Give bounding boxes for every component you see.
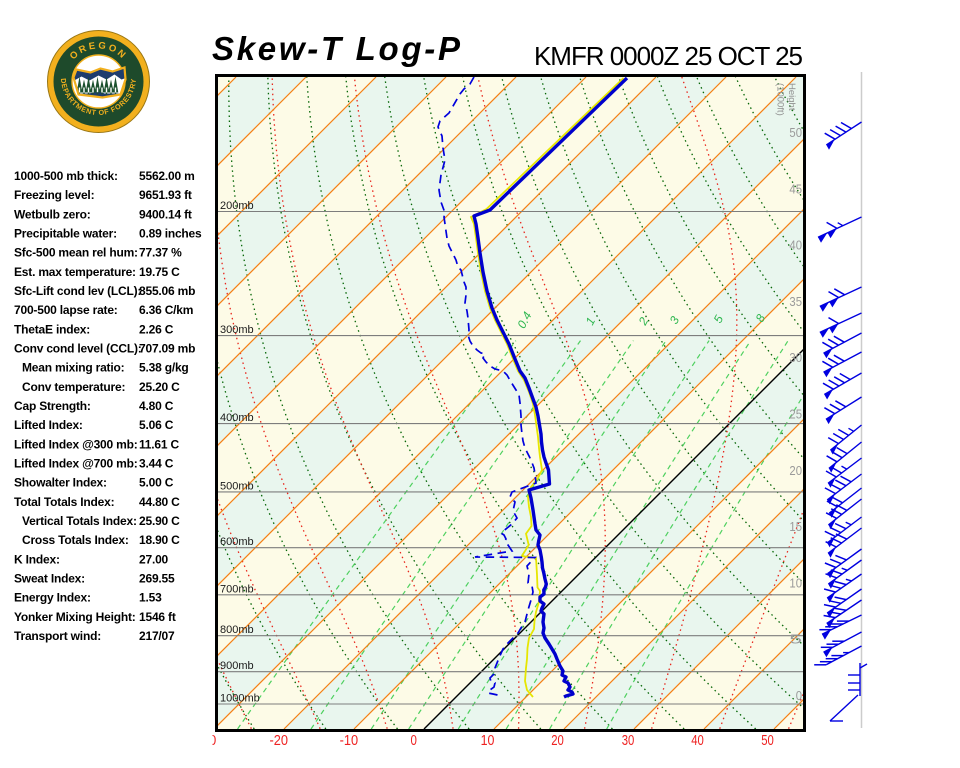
svg-text:Est. max temperature:: Est. max temperature: [14, 265, 136, 279]
svg-text:217/07: 217/07 [139, 629, 175, 643]
svg-text:300mb: 300mb [220, 324, 254, 336]
svg-text:Yonker Mixing Height:: Yonker Mixing Height: [14, 610, 136, 624]
svg-text:Skew-T Log-P: Skew-T Log-P [212, 30, 461, 67]
svg-text:25.90 C: 25.90 C [139, 514, 180, 528]
svg-text:11.61 C: 11.61 C [139, 437, 180, 451]
svg-text:10: 10 [789, 575, 802, 590]
svg-text:500mb: 500mb [220, 480, 254, 492]
svg-text:27.00: 27.00 [139, 552, 169, 566]
svg-text:(1000ft): (1000ft) [775, 83, 786, 116]
svg-text:Showalter Index:: Showalter Index: [14, 476, 107, 490]
svg-text:18.90 C: 18.90 C [139, 533, 180, 547]
svg-text:30: 30 [789, 350, 802, 365]
svg-text:Lifted Index @700 mb:: Lifted Index @700 mb: [14, 457, 138, 471]
svg-text:Sfc-500 mean rel hum:: Sfc-500 mean rel hum: [14, 246, 138, 260]
svg-text:800mb: 800mb [220, 624, 254, 636]
svg-text:3.44 C: 3.44 C [139, 457, 174, 471]
svg-text:Conv temperature:: Conv temperature: [22, 380, 125, 394]
svg-text:600mb: 600mb [220, 536, 254, 548]
svg-text:Sweat Index:: Sweat Index: [14, 572, 85, 586]
svg-text:Energy Index:: Energy Index: [14, 591, 91, 605]
svg-text:5.00 C: 5.00 C [139, 476, 174, 490]
svg-text:9400.14 ft: 9400.14 ft [139, 207, 192, 221]
svg-text:Cross Totals Index:: Cross Totals Index: [22, 533, 129, 547]
svg-text:1.53: 1.53 [139, 591, 162, 605]
svg-text:1546 ft: 1546 ft [139, 610, 176, 624]
svg-text:50: 50 [789, 125, 802, 140]
svg-text:Lifted Index @300 mb:: Lifted Index @300 mb: [14, 437, 138, 451]
svg-text:50: 50 [761, 733, 774, 749]
svg-text:1000mb: 1000mb [220, 693, 260, 705]
svg-text:77.37 %: 77.37 % [139, 246, 182, 260]
svg-text:Precipitable water:: Precipitable water: [14, 227, 117, 241]
svg-text:20: 20 [551, 733, 564, 749]
svg-text:44.80 C: 44.80 C [139, 495, 180, 509]
svg-text:6.36 C/km: 6.36 C/km [139, 303, 193, 317]
svg-text:2.26 C: 2.26 C [139, 322, 174, 336]
svg-text:KMFR 0000Z 25 OCT 25: KMFR 0000Z 25 OCT 25 [534, 41, 803, 71]
svg-text:K Index:: K Index: [14, 552, 60, 566]
svg-text:25: 25 [789, 407, 802, 422]
svg-text:Lifted Index:: Lifted Index: [14, 418, 83, 432]
svg-text:200mb: 200mb [220, 200, 254, 212]
svg-text:Transport wind:: Transport wind: [14, 629, 101, 643]
svg-text:700mb: 700mb [220, 583, 254, 595]
svg-text:Wetbulb zero:: Wetbulb zero: [14, 207, 91, 221]
svg-text:35: 35 [789, 294, 802, 309]
svg-text:Height: Height [786, 83, 797, 111]
svg-text:700-500 lapse rate:: 700-500 lapse rate: [14, 303, 118, 317]
svg-text:900mb: 900mb [220, 660, 254, 672]
svg-text:5562.00 m: 5562.00 m [139, 169, 195, 183]
svg-text:1000-500 mb thick:: 1000-500 mb thick: [14, 169, 118, 183]
svg-text:707.09 mb: 707.09 mb [139, 342, 195, 356]
svg-text:15: 15 [789, 519, 802, 534]
svg-text:Conv cond level (CCL):: Conv cond level (CCL): [14, 342, 142, 356]
svg-text:30: 30 [622, 733, 635, 749]
svg-text:400mb: 400mb [220, 412, 254, 424]
svg-text:0: 0 [411, 733, 417, 749]
svg-text:0.89 inches: 0.89 inches [139, 227, 202, 241]
svg-text:10: 10 [481, 733, 495, 749]
svg-text:25.20 C: 25.20 C [139, 380, 180, 394]
svg-text:Vertical Totals Index:: Vertical Totals Index: [22, 514, 137, 528]
svg-text:0: 0 [796, 688, 802, 703]
svg-text:9651.93 ft: 9651.93 ft [139, 188, 192, 202]
svg-text:-10: -10 [340, 733, 359, 749]
svg-text:269.55: 269.55 [139, 572, 175, 586]
svg-text:20: 20 [789, 463, 802, 478]
svg-text:40: 40 [691, 733, 704, 749]
svg-text:Freezing level:: Freezing level: [14, 188, 94, 202]
svg-text:Mean mixing ratio:: Mean mixing ratio: [22, 361, 124, 375]
svg-text:ThetaE index:: ThetaE index: [14, 322, 90, 336]
svg-text:45: 45 [789, 181, 802, 196]
svg-text:Sfc-Lift cond lev (LCL):: Sfc-Lift cond lev (LCL): [14, 284, 141, 298]
svg-text:5: 5 [789, 632, 802, 647]
svg-text:Cap Strength:: Cap Strength: [14, 399, 91, 413]
svg-text:-30: -30 [198, 733, 217, 749]
svg-text:Total Totals Index:: Total Totals Index: [14, 495, 114, 509]
svg-text:19.75 C: 19.75 C [139, 265, 180, 279]
svg-text:5.06 C: 5.06 C [139, 418, 174, 432]
svg-text:-20: -20 [270, 733, 289, 749]
svg-text:855.06 mb: 855.06 mb [139, 284, 195, 298]
svg-text:4.80 C: 4.80 C [139, 399, 174, 413]
svg-text:40: 40 [789, 238, 802, 253]
svg-text:5.38 g/kg: 5.38 g/kg [139, 361, 189, 375]
